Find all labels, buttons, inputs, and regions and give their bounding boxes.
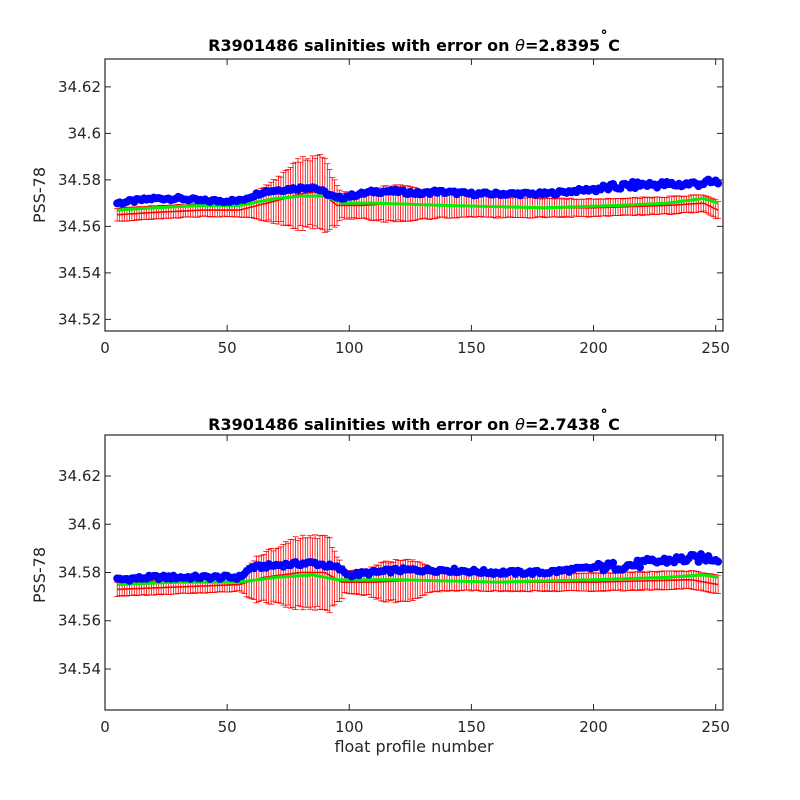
x-tick-label: 250 xyxy=(701,718,730,736)
x-tick-label: 50 xyxy=(218,339,237,357)
top-panel-plot-area xyxy=(113,154,723,233)
y-tick-label: 34.6 xyxy=(68,515,101,533)
bottom-panel: R3901486 salinities with error on θ=2.74… xyxy=(30,408,730,756)
top-panel-axes-box xyxy=(104,58,724,332)
x-tick-label: 200 xyxy=(579,339,608,357)
bottom-panel-ticks: 0 50 100 150 200 250 34.54 34.56 34.58 34.6 34.62 xyxy=(58,435,730,736)
x-tick-label: 100 xyxy=(335,339,364,357)
top-panel-y-axis-label: PSS-78 xyxy=(30,167,49,223)
x-tick-label: 0 xyxy=(100,718,110,736)
float-salinity-points xyxy=(113,550,723,585)
top-panel-ticks: 0 50 100 150 200 250 34.52 34.54 34.56 34.58 34.6 3… xyxy=(58,59,730,357)
y-tick-label: 34.6 xyxy=(68,124,101,142)
x-tick-label: 200 xyxy=(579,718,608,736)
float-point xyxy=(635,563,644,572)
x-tick-label: 0 xyxy=(100,339,110,357)
y-tick-label: 34.56 xyxy=(58,612,101,630)
x-tick-label: 50 xyxy=(218,718,237,736)
y-tick-label: 34.58 xyxy=(58,171,101,189)
x-tick-label: 250 xyxy=(701,339,730,357)
x-tick-label: 100 xyxy=(335,718,364,736)
x-axis-label: float profile number xyxy=(334,737,494,756)
float-point xyxy=(714,557,723,566)
float-point xyxy=(609,558,618,567)
y-tick-label: 34.58 xyxy=(58,564,101,582)
bottom-panel-plot-area xyxy=(113,534,723,614)
y-tick-label: 34.54 xyxy=(58,264,101,282)
float-point xyxy=(714,179,723,188)
x-tick-label: 150 xyxy=(457,339,486,357)
y-tick-label: 34.52 xyxy=(58,310,101,328)
y-tick-label: 34.56 xyxy=(58,217,101,235)
top-panel: R3901486 salinities with error on θ=2.83… xyxy=(30,29,730,357)
bottom-panel-title: R3901486 salinities with error on θ=2.74… xyxy=(208,408,620,434)
float-salinity-points xyxy=(113,175,723,208)
y-tick-label: 34.62 xyxy=(58,467,101,485)
top-panel-title: R3901486 salinities with error on θ=2.83… xyxy=(208,29,620,55)
bottom-panel-y-axis-label: PSS-78 xyxy=(30,547,49,603)
y-tick-label: 34.62 xyxy=(58,78,101,96)
y-tick-label: 34.54 xyxy=(58,660,101,678)
x-tick-label: 150 xyxy=(457,718,486,736)
calibrated-salinity-line xyxy=(117,573,719,587)
